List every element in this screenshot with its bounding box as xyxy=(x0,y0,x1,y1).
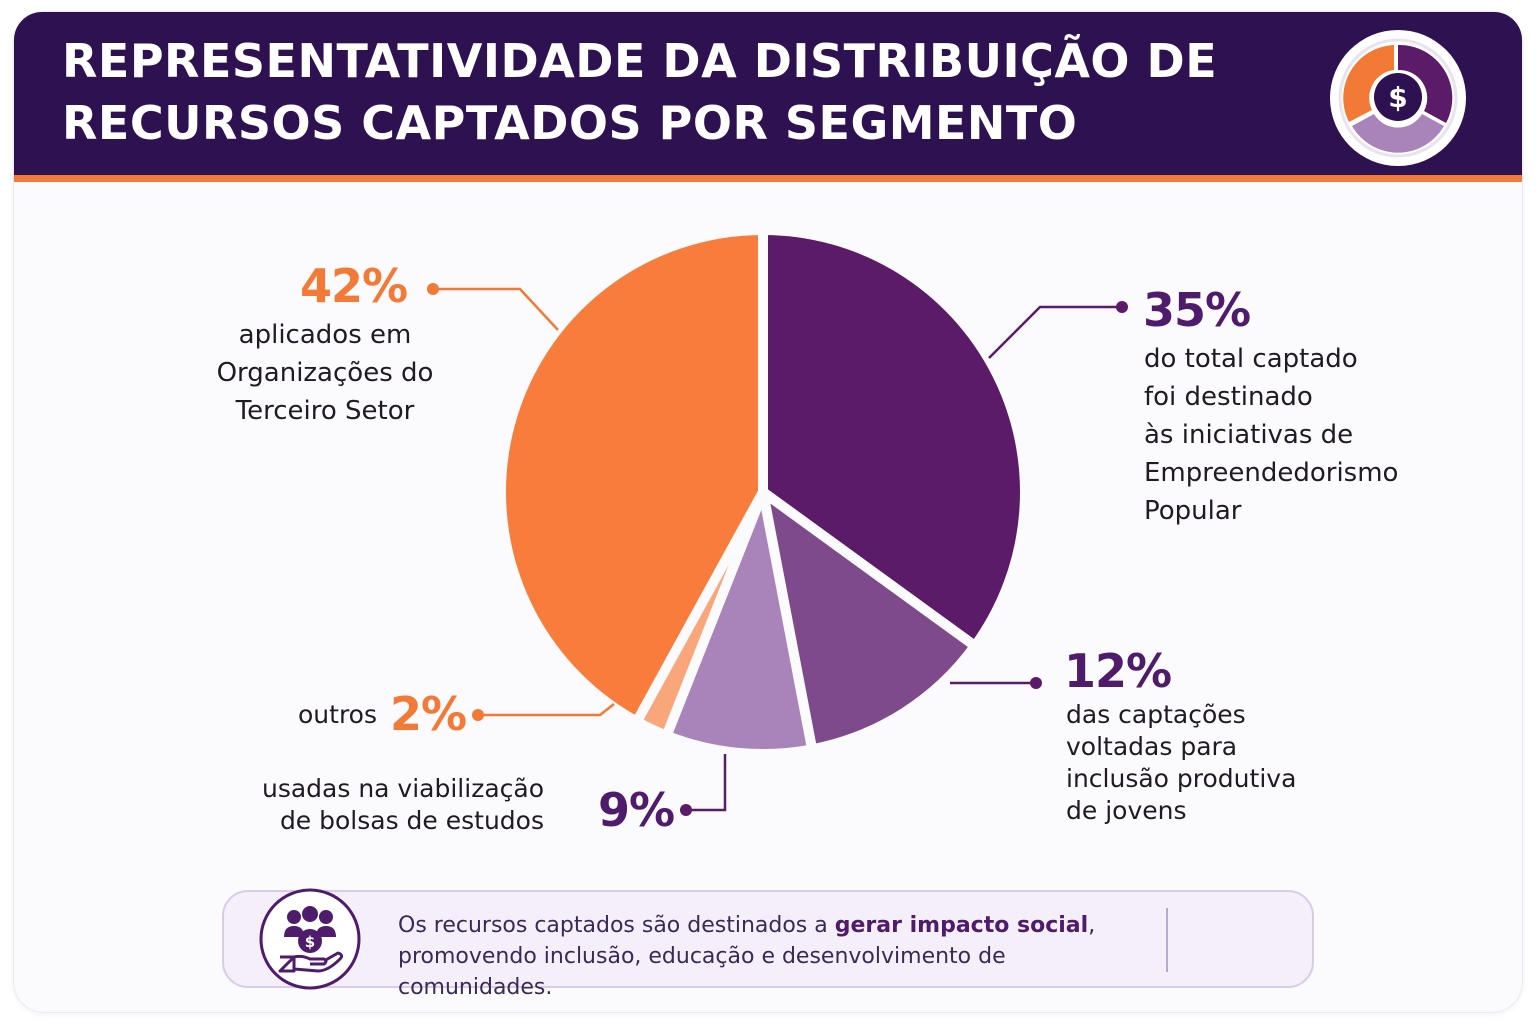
title-line-1: REPRESENTATIVIDADE DA DISTRIBUIÇÃO DE xyxy=(62,34,1218,88)
leader-line-35 xyxy=(988,305,1122,359)
header-bar xyxy=(14,12,1522,182)
pie-slice-42 xyxy=(496,225,768,727)
footer-highlight: gerar impacto social xyxy=(834,913,1089,938)
pie-slice-9 xyxy=(661,487,818,759)
slice-desc-42: aplicados em Organizações do Terceiro Se… xyxy=(216,320,434,426)
leader-line-9 xyxy=(686,754,727,812)
title-line-2: RECURSOS CAPTADOS POR SEGMENTO xyxy=(62,96,1078,150)
pie-slice-35 xyxy=(758,225,1030,651)
page-title: REPRESENTATIVIDADE DA DISTRIBUIÇÃO DE RE… xyxy=(62,30,1262,154)
people-hand-money-icon: $ xyxy=(259,888,361,990)
footer-text: Os recursos captados são destinados a ge… xyxy=(398,910,1158,1003)
footer-banner xyxy=(222,890,1314,988)
leader-line-42 xyxy=(433,287,559,331)
footer-line-1: Os recursos captados são destinados a ge… xyxy=(398,913,1096,938)
pie-slice-12 xyxy=(758,487,980,755)
donut-dollar-icon: $ xyxy=(1330,30,1466,166)
slice-desc-9: usadas na viabilização de bolsas de estu… xyxy=(261,774,544,835)
svg-text:$: $ xyxy=(305,933,315,951)
slice-desc-35: do total captado foi destinado às inicia… xyxy=(1144,344,1399,526)
leader-lines xyxy=(427,283,1128,816)
slice-desc-12: das captações voltadas para inclusão pro… xyxy=(1066,700,1297,825)
data-label-9: 9% xyxy=(598,783,675,837)
slice-desc-2: outros xyxy=(298,700,377,729)
data-label-12: 12% xyxy=(1064,644,1172,698)
leader-line-2 xyxy=(478,703,615,717)
svg-text:$: $ xyxy=(1388,81,1407,114)
data-label-35: 35% xyxy=(1143,283,1251,337)
footer-line-2: promovendo inclusão, educação e desenvol… xyxy=(398,944,1006,1000)
data-label-42: 42% xyxy=(300,259,408,313)
data-label-2: 2% xyxy=(390,687,467,741)
footer-divider xyxy=(1166,908,1168,972)
